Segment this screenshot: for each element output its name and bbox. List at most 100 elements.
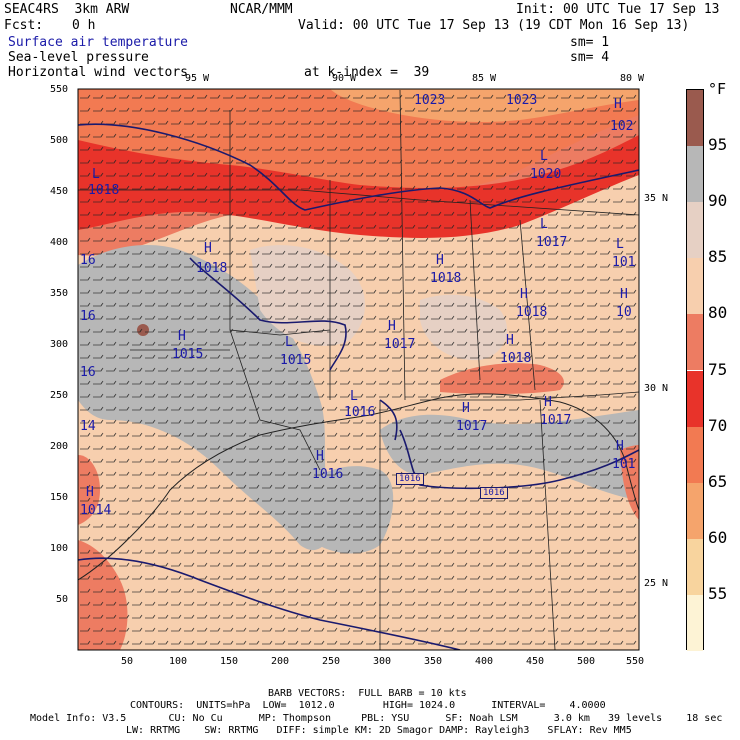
colorbar-label: 80 — [708, 303, 728, 323]
k-index: at k-index = 39 — [304, 65, 430, 80]
lon-label: 90 W — [332, 73, 357, 84]
lon-label: 95 W — [185, 73, 210, 84]
x-tick: 250 — [322, 656, 341, 667]
pressure-label: 1014 — [80, 503, 112, 518]
lon-label: 85 W — [472, 73, 497, 84]
high-marker: H — [86, 485, 94, 500]
pressure-label: 16 — [80, 253, 96, 268]
colorbar-swatch — [687, 314, 703, 371]
x-tick: 50 — [121, 656, 134, 667]
pressure-label: 1016 — [344, 405, 376, 420]
low-marker: L — [285, 335, 293, 350]
low-marker: L — [92, 167, 100, 182]
y-tick: 500 — [50, 135, 69, 146]
y-tick: 550 — [50, 84, 69, 95]
x-tick: 200 — [271, 656, 290, 667]
field-sm-temperature: sm= 1 — [570, 35, 610, 50]
pressure-label: 1017 — [536, 235, 568, 250]
field-label-temperature: Surface air temperature — [8, 35, 189, 50]
model-info: Model Info: V3.5 CU: No Cu MP: Thompson … — [30, 713, 723, 724]
coastline — [78, 393, 639, 581]
colorbar-swatch — [687, 90, 703, 147]
high-marker: H — [462, 401, 470, 416]
high-marker: H — [614, 97, 622, 112]
high-marker: H — [316, 449, 324, 464]
low-marker: L — [616, 237, 624, 252]
y-tick: 400 — [50, 237, 69, 248]
high-marker: H — [436, 253, 444, 268]
state-boundaries — [78, 89, 639, 650]
fcst-value: 0 h — [72, 18, 96, 33]
x-tick: 500 — [577, 656, 596, 667]
barb-legend: BARB VECTORS: FULL BARB = 10 kts — [268, 688, 467, 699]
pressure-label: 1018 — [516, 305, 548, 320]
low-marker: L — [540, 149, 548, 164]
pressure-label: 1020 — [530, 167, 562, 182]
pressure-label: 14 — [80, 419, 96, 434]
high-marker: H — [544, 395, 552, 410]
colorbar-label: 70 — [708, 415, 728, 435]
lat-label: 30 N — [644, 383, 669, 394]
pressure-label: 16 — [80, 365, 96, 380]
colorbar-swatch — [687, 258, 703, 315]
pressure-label: 1018 — [196, 261, 228, 276]
y-tick: 50 — [56, 594, 69, 605]
init-time: Init: 00 UTC Tue 17 Sep 13 — [516, 2, 720, 17]
colorbar-swatch — [687, 202, 703, 259]
colorbar-label: 90 — [708, 191, 728, 211]
high-marker: H — [520, 287, 528, 302]
pressure-label: 1017 — [456, 419, 488, 434]
y-tick: 300 — [50, 339, 69, 350]
model-title: SEAC4RS 3km ARW — [4, 2, 130, 17]
colorbar-label: 60 — [708, 527, 728, 547]
pressure-label: 101 — [612, 255, 636, 270]
colorbar-label: 55 — [708, 583, 728, 603]
colorbar-swatch — [687, 482, 703, 539]
pressure-label: 16 — [80, 309, 96, 324]
colorbar-swatch — [687, 370, 703, 427]
lat-label: 35 N — [644, 193, 669, 204]
fcst-label: Fcst: — [4, 18, 44, 33]
pressure-label: 1018 — [88, 183, 120, 198]
high-marker: H — [620, 287, 628, 302]
physics-info: LW: RRTMG SW: RRTMG DIFF: simple KM: 2D … — [126, 725, 632, 736]
pressure-label: 1023 — [506, 93, 538, 108]
y-tick: 200 — [50, 441, 69, 452]
high-marker: H — [616, 439, 624, 454]
x-tick: 300 — [373, 656, 392, 667]
isobar-box-label: 1016 — [480, 487, 508, 499]
pressure-label: 102 — [610, 119, 634, 134]
pressure-label: 10 — [616, 305, 632, 320]
y-tick: 150 — [50, 492, 69, 503]
pressure-label: 101 — [612, 457, 636, 472]
colorbar-label: 95 — [708, 135, 728, 155]
pressure-label: 1018 — [500, 351, 532, 366]
high-marker: H — [204, 241, 212, 256]
pressure-label: 1016 — [312, 467, 344, 482]
pressure-label: 1015 — [280, 353, 312, 368]
colorbar-swatch — [687, 146, 703, 203]
colorbar-label: 75 — [708, 359, 728, 379]
pressure-label: 1018 — [430, 271, 462, 286]
x-tick: 400 — [475, 656, 494, 667]
y-tick: 100 — [50, 543, 69, 554]
high-marker: H — [178, 329, 186, 344]
field-sm-pressure: sm= 4 — [570, 50, 610, 65]
colorbar-label: 85 — [708, 247, 728, 267]
colorbar-swatch — [687, 426, 703, 483]
lon-label: 80 W — [620, 73, 645, 84]
colorbar-unit: °F — [708, 80, 727, 98]
y-tick: 350 — [50, 288, 69, 299]
pressure-label: 1017 — [384, 337, 416, 352]
pressure-label: 1017 — [540, 413, 572, 428]
x-tick: 150 — [220, 656, 239, 667]
center-title: NCAR/MMM — [230, 2, 293, 17]
low-marker: L — [540, 217, 548, 232]
lat-label: 25 N — [644, 578, 669, 589]
pressure-label: 1023 — [414, 93, 446, 108]
wind-barbs — [78, 89, 639, 650]
low-marker: L — [350, 389, 358, 404]
x-tick: 450 — [526, 656, 545, 667]
temperature-colorbar — [686, 89, 704, 651]
